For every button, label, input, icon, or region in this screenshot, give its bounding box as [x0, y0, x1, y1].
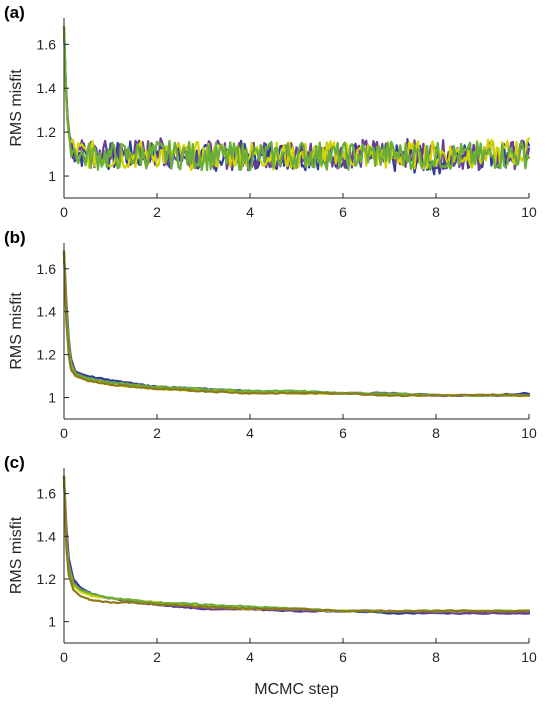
series-line-4 [62, 25, 531, 172]
x-tick-label: 2 [153, 204, 161, 220]
series-line-3 [62, 475, 531, 613]
y-tick-label: 1.6 [37, 486, 57, 502]
y-tick-label: 1.6 [37, 261, 57, 277]
x-tick-label: 0 [60, 204, 68, 220]
panel-b: 0 2 4 6 8 10 1 1.2 1.4 1.6 RMS misfit (b) [4, 228, 537, 441]
x-tick-label: 10 [521, 649, 537, 665]
y-tick-label: 1.4 [37, 528, 57, 544]
y-tick-label: 1.4 [37, 304, 57, 320]
x-tick-label: 4 [246, 204, 254, 220]
panel-label: (a) [4, 3, 25, 22]
series-line-2 [62, 25, 531, 172]
y-tick-label: 1 [48, 390, 56, 406]
y-axis-label: RMS misfit [8, 292, 25, 370]
x-tick-label: 4 [246, 425, 254, 441]
x-tick-label: 4 [246, 649, 254, 665]
y-tick-label: 1 [48, 614, 56, 630]
y-tick-label: 1.2 [37, 124, 57, 140]
series-line-5 [62, 250, 531, 398]
y-tick-label: 1.2 [37, 347, 57, 363]
y-axis-label: RMS misfit [8, 516, 25, 594]
series-line-4 [62, 475, 531, 613]
x-tick-label: 8 [432, 649, 440, 665]
series-line-1 [62, 250, 531, 398]
panel-a: 0 2 4 6 8 10 1 1.2 1.4 1.6 RMS misfit (a) [4, 3, 537, 220]
x-tick-label: 8 [432, 425, 440, 441]
x-tick-label: 10 [521, 425, 537, 441]
series-line-4 [62, 250, 531, 398]
x-tick-label: 2 [153, 649, 161, 665]
y-tick-label: 1.4 [37, 80, 57, 96]
panel-label: (b) [4, 228, 26, 247]
y-axis-label: RMS misfit [8, 69, 25, 147]
x-axis-label: MCMC step [254, 681, 339, 698]
panel-c: 0 2 4 6 8 10 1 1.2 1.4 1.6 RMS misfit MCMC step (c) [4, 453, 537, 698]
x-tick-label: 0 [60, 649, 68, 665]
y-tick-label: 1.6 [37, 36, 57, 52]
y-tick-label: 1 [48, 168, 56, 184]
panel-label: (c) [4, 453, 25, 472]
x-tick-label: 10 [521, 204, 537, 220]
x-tick-label: 6 [339, 425, 347, 441]
series-line-1 [62, 475, 531, 615]
x-tick-label: 6 [339, 649, 347, 665]
x-tick-label: 2 [153, 425, 161, 441]
series-line-2 [62, 250, 531, 397]
x-tick-label: 0 [60, 425, 68, 441]
x-tick-label: 8 [432, 204, 440, 220]
x-tick-label: 6 [339, 204, 347, 220]
series-line-5 [62, 475, 531, 613]
series-line-3 [62, 250, 531, 398]
y-tick-label: 1.2 [37, 571, 57, 587]
series-line-2 [62, 475, 531, 615]
